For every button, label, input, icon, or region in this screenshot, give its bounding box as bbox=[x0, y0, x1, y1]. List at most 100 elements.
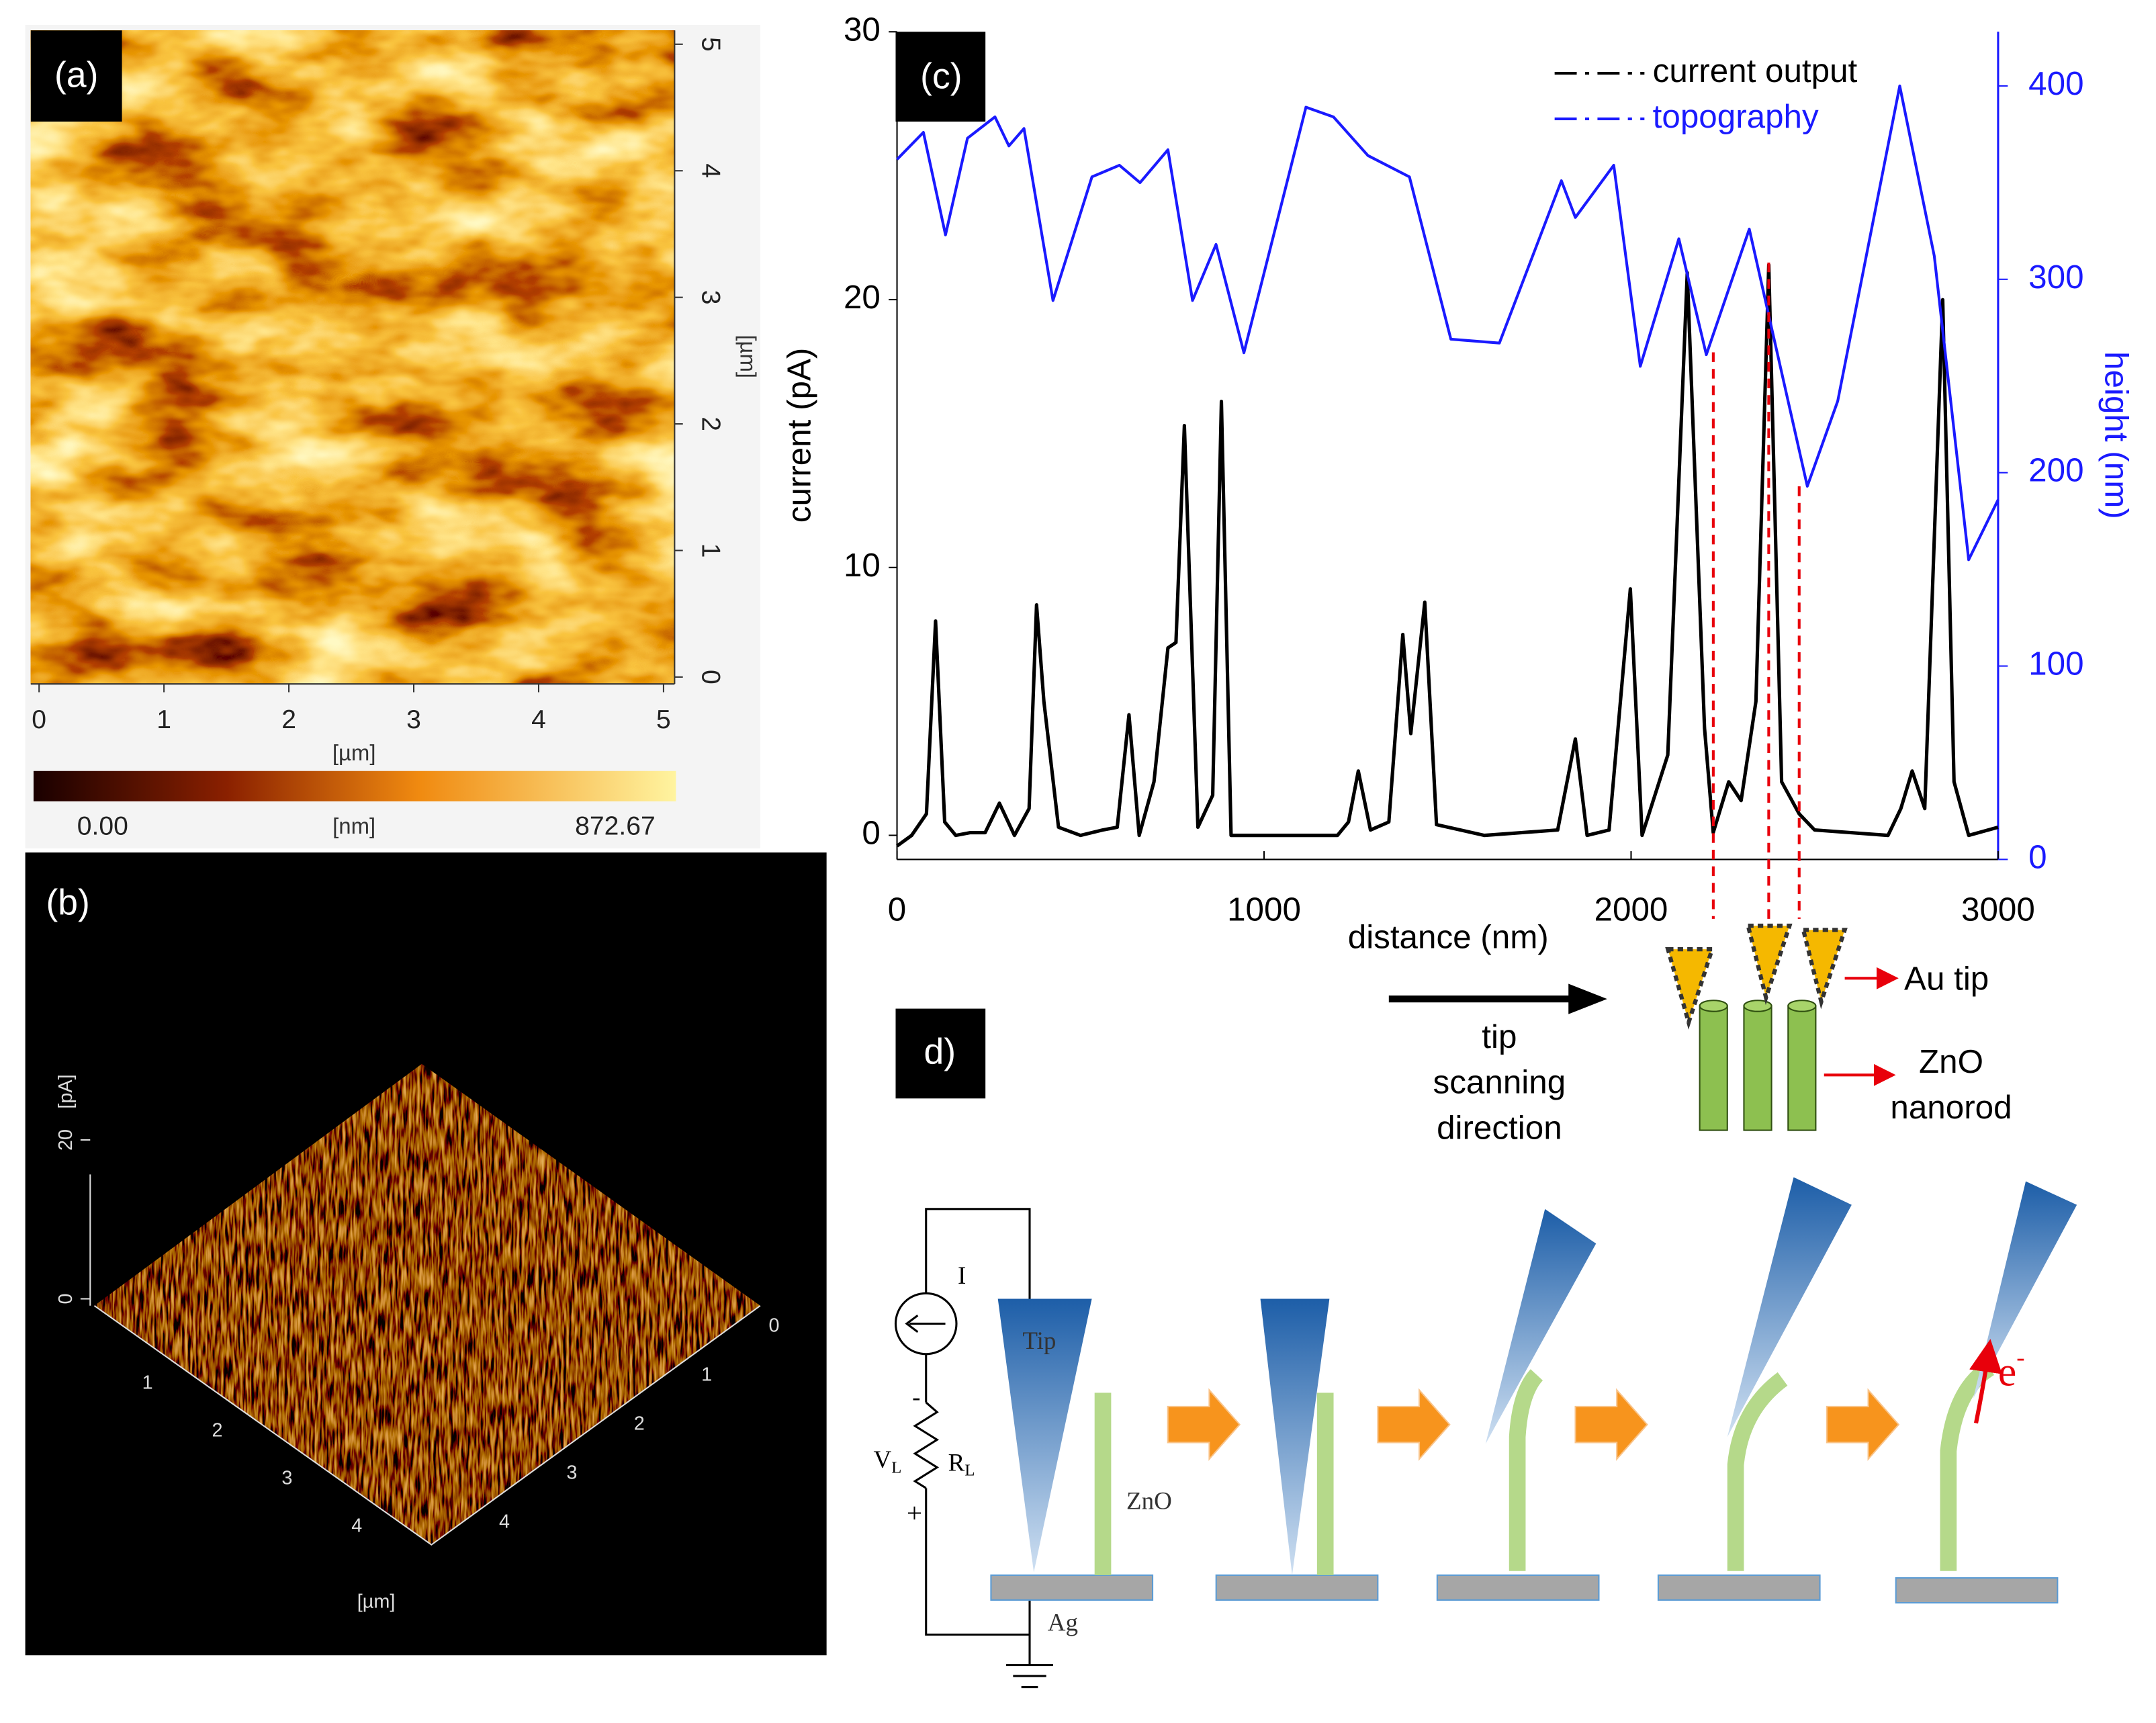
y-tick-label: 3 bbox=[566, 1462, 577, 1483]
substrate bbox=[1215, 1574, 1379, 1601]
bending-sequence bbox=[990, 1177, 2077, 1604]
y-tick-label: 4 bbox=[499, 1511, 510, 1532]
y-axis-label: current (pA) bbox=[781, 348, 818, 523]
colorbar-unit: [nm] bbox=[332, 813, 375, 838]
y-tick-label: 2 bbox=[696, 416, 725, 431]
nanorod bbox=[1743, 1005, 1772, 1131]
source-arrow bbox=[905, 1314, 919, 1333]
text: L bbox=[964, 1461, 975, 1479]
circuit-label: Tip bbox=[1022, 1327, 1056, 1355]
tip bbox=[1973, 1181, 2077, 1399]
scan-text: scanning bbox=[1433, 1064, 1566, 1101]
colorbar bbox=[33, 770, 676, 802]
panel-label: d) bbox=[924, 1032, 956, 1072]
zno-rod bbox=[1940, 1360, 1995, 1571]
y-tick-label: 5 bbox=[696, 37, 725, 52]
x-tick-label: 2 bbox=[281, 705, 296, 734]
circuit-label: I bbox=[958, 1262, 966, 1290]
circuit-label: ZnO bbox=[1126, 1487, 1172, 1515]
x-axis-label: distance (nm) bbox=[1348, 919, 1549, 956]
text: e bbox=[1998, 1350, 2016, 1395]
y-tick-label: 0 bbox=[768, 1315, 779, 1336]
rod-label: ZnO bbox=[1919, 1043, 1983, 1080]
series-line bbox=[896, 84, 2000, 562]
tip bbox=[1260, 1298, 1330, 1575]
nanorod-top bbox=[1787, 1000, 1817, 1012]
legend-label: current output bbox=[1653, 52, 1858, 89]
step-arrow bbox=[1377, 1388, 1451, 1461]
x-tick-label: 3 bbox=[281, 1468, 292, 1489]
zno-rod bbox=[1094, 1393, 1112, 1575]
panel-label-box bbox=[895, 1008, 986, 1099]
panel-a-ticks: 0 1 2 3 4 5 0 1 2 3 4 5 bbox=[32, 37, 725, 734]
y2-tick-label: 100 bbox=[2028, 646, 2083, 682]
step-arrow bbox=[1167, 1388, 1241, 1461]
zno-rod bbox=[1316, 1393, 1334, 1575]
au-tip bbox=[1745, 924, 1793, 1006]
y-tick-label: 1 bbox=[696, 543, 725, 558]
text: L bbox=[891, 1458, 901, 1476]
wire bbox=[925, 1208, 1031, 1299]
x-tick-label: 3 bbox=[406, 705, 421, 734]
y-axis-label: [µm] bbox=[736, 335, 761, 378]
y-tick-label: 4 bbox=[696, 163, 725, 178]
x-tick-label: 1 bbox=[156, 705, 171, 734]
axis-line bbox=[93, 1305, 761, 1546]
x-tick-label: 2 bbox=[212, 1420, 223, 1442]
y-tick-label: 1 bbox=[701, 1364, 712, 1385]
chart: (c) distance (nm) current (pA) height (n… bbox=[781, 11, 2135, 955]
nanorod bbox=[1699, 1005, 1728, 1131]
panel-label: (c) bbox=[920, 56, 962, 96]
substrate bbox=[990, 1574, 1154, 1601]
text: R bbox=[948, 1449, 965, 1476]
au-tip bbox=[1800, 928, 1848, 1010]
y-tick-label: 0 bbox=[862, 815, 880, 852]
text: V bbox=[874, 1446, 892, 1474]
nanorods bbox=[1699, 1000, 1817, 1131]
au-tip bbox=[1665, 947, 1715, 1030]
x-tick-label: 3000 bbox=[1961, 891, 2035, 928]
y2-axis-label: height (nm) bbox=[2098, 351, 2135, 519]
panel-label-box bbox=[895, 32, 986, 122]
y2-tick-label: 200 bbox=[2028, 452, 2083, 489]
tip bbox=[1727, 1177, 1852, 1438]
nanorod bbox=[1787, 1005, 1817, 1131]
z-axis-label: [pA] bbox=[55, 1074, 77, 1108]
x-tick-label: 5 bbox=[656, 705, 671, 734]
series-line bbox=[896, 263, 1999, 848]
tip bbox=[997, 1298, 1092, 1573]
circuit-label: VL bbox=[874, 1446, 902, 1476]
x-tick-label: 1000 bbox=[1227, 891, 1301, 928]
nanorod-top bbox=[1699, 1000, 1728, 1012]
z-tick-label: 20 bbox=[55, 1129, 77, 1151]
x-tick-label: 4 bbox=[351, 1515, 362, 1537]
scan-text: tip bbox=[1482, 1018, 1517, 1055]
y2-tick-label: 300 bbox=[2028, 259, 2083, 296]
circuit-label: Ag bbox=[1048, 1609, 1078, 1636]
electron-arrow bbox=[1969, 1339, 2002, 1424]
scan-arrow-head bbox=[1568, 983, 1607, 1014]
x-tick-label: 0 bbox=[32, 705, 46, 734]
colorbar-max: 872.67 bbox=[575, 811, 656, 840]
afm-image bbox=[30, 30, 675, 684]
y2-tick-label: 400 bbox=[2028, 65, 2083, 102]
circuit bbox=[894, 1208, 1053, 1689]
zno-rod bbox=[1727, 1372, 1788, 1571]
zno-rod bbox=[1509, 1369, 1543, 1571]
wire bbox=[925, 1488, 1030, 1636]
panel-label-box bbox=[30, 30, 122, 122]
substrate bbox=[1657, 1574, 1821, 1601]
y-tick-label: 30 bbox=[844, 11, 881, 48]
tip-label: Au tip bbox=[1904, 960, 1989, 997]
x-tick-label: 2000 bbox=[1594, 891, 1668, 928]
y-tick-label: 0 bbox=[696, 670, 725, 684]
circuit-label: - bbox=[912, 1384, 920, 1411]
colorbar-min: 0.00 bbox=[77, 811, 128, 840]
panel-label: (a) bbox=[54, 55, 98, 95]
x-tick-label: 1 bbox=[142, 1372, 153, 1394]
x-tick-label: 4 bbox=[531, 705, 546, 734]
substrate bbox=[1895, 1577, 2059, 1604]
resistor bbox=[913, 1401, 940, 1489]
step-arrow bbox=[1826, 1388, 1900, 1461]
